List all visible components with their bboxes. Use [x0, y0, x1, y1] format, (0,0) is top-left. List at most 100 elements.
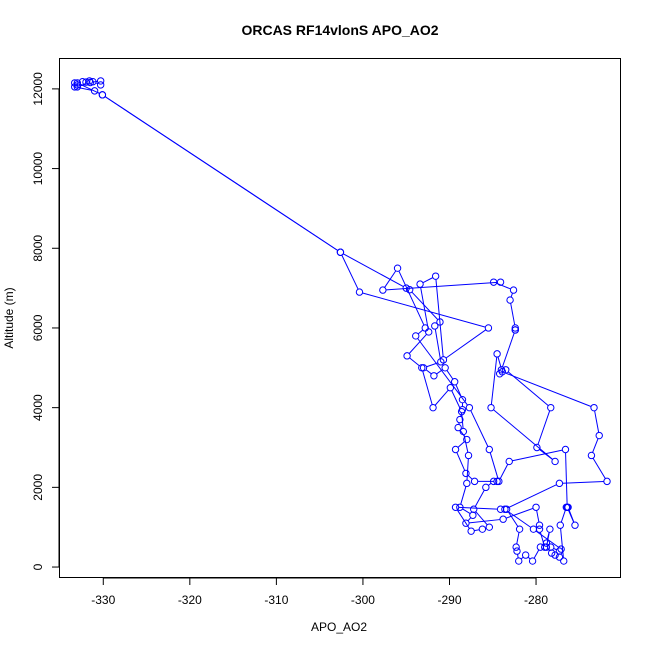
series-segment — [409, 357, 420, 367]
series-segment — [456, 509, 470, 529]
x-tick-label: -280 — [524, 593, 548, 607]
data-point — [459, 427, 468, 436]
data-point — [498, 368, 506, 376]
series-segment — [510, 292, 513, 298]
series-segment — [362, 292, 486, 328]
x-tick-label: -330 — [91, 593, 115, 607]
series-segment — [505, 372, 592, 407]
data-point — [560, 557, 568, 565]
data-point — [467, 527, 475, 535]
series-segment — [458, 506, 498, 510]
series-segment — [489, 452, 499, 479]
series-segment — [505, 507, 534, 519]
series-segment — [516, 532, 520, 545]
series-segment — [594, 410, 600, 433]
x-axis: -330 -320 -310 -300 -290 -280 — [91, 577, 548, 607]
data-point — [540, 543, 549, 551]
data-point — [469, 511, 477, 519]
series-segment — [462, 508, 471, 514]
chart-title: ORCAS RF14vlonS APO_AO2 — [241, 22, 438, 38]
series-segment — [104, 96, 339, 251]
data-point — [393, 264, 402, 272]
data-point — [542, 539, 551, 547]
series-segment — [490, 356, 498, 405]
data-point — [478, 525, 487, 533]
series-segment — [507, 484, 557, 509]
data-point — [482, 483, 490, 492]
data-point — [418, 364, 426, 372]
series-segment — [560, 510, 566, 523]
data-point — [71, 83, 79, 91]
series-segment — [496, 282, 511, 290]
series-segment — [488, 482, 492, 486]
series-segment — [502, 332, 515, 367]
y-axis-label: Altitude (m) — [2, 287, 16, 348]
data-point — [505, 457, 513, 466]
data-point — [532, 503, 540, 511]
series-segment — [343, 253, 404, 288]
series-segment — [411, 291, 439, 320]
data-point — [439, 356, 448, 364]
data-point — [506, 296, 514, 304]
series-segment — [457, 441, 465, 448]
y-tick-label: 8000 — [31, 235, 45, 262]
data-point — [512, 543, 520, 551]
series-segment — [546, 532, 550, 545]
data-point — [555, 547, 564, 555]
series-segment — [79, 83, 100, 94]
data-point — [513, 547, 521, 555]
data-point — [86, 78, 94, 87]
data-point — [454, 423, 462, 432]
y-tick-label: 12000 — [31, 72, 45, 106]
series-segment — [408, 333, 427, 354]
data-point — [590, 403, 598, 412]
data-point — [555, 479, 564, 488]
data-point — [90, 87, 99, 95]
series-segment — [386, 281, 498, 291]
data-point — [431, 322, 439, 330]
series-segment — [467, 517, 472, 522]
series-segment — [537, 410, 551, 445]
data-point — [465, 403, 474, 412]
series-segment — [417, 329, 424, 335]
series-segment — [422, 277, 434, 284]
series-segment — [469, 519, 501, 524]
data-point — [487, 403, 495, 412]
data-point — [495, 477, 503, 486]
data-point — [451, 445, 460, 454]
series-segment — [467, 475, 473, 480]
data-point — [403, 352, 411, 360]
data-point — [73, 79, 82, 87]
data-point — [496, 278, 505, 286]
data-point — [436, 318, 444, 326]
data-point — [446, 384, 455, 392]
series-segment — [592, 457, 606, 479]
series-segment — [507, 371, 549, 406]
data-point — [78, 78, 87, 86]
data-point — [405, 286, 414, 294]
data-point — [431, 272, 440, 280]
data-point — [511, 326, 519, 334]
series-segment — [507, 511, 519, 527]
series-segment — [445, 329, 487, 359]
series-segment — [553, 547, 557, 551]
series-segment — [562, 481, 604, 484]
series-segment — [493, 409, 553, 460]
data-point — [379, 286, 387, 294]
series-segment — [420, 287, 429, 329]
data-point — [462, 519, 470, 527]
data-point — [484, 324, 493, 332]
series-segment — [460, 486, 467, 505]
data-point — [451, 503, 460, 511]
data-point — [535, 525, 544, 533]
series-segment — [474, 529, 480, 532]
y-tick-label: 2000 — [31, 474, 45, 501]
series-segment — [451, 390, 461, 409]
series-segment — [507, 510, 532, 528]
data-point — [457, 407, 466, 416]
data-point — [85, 77, 94, 85]
series-segment — [512, 449, 563, 462]
series-segment — [510, 303, 516, 325]
series-segment — [93, 80, 98, 83]
